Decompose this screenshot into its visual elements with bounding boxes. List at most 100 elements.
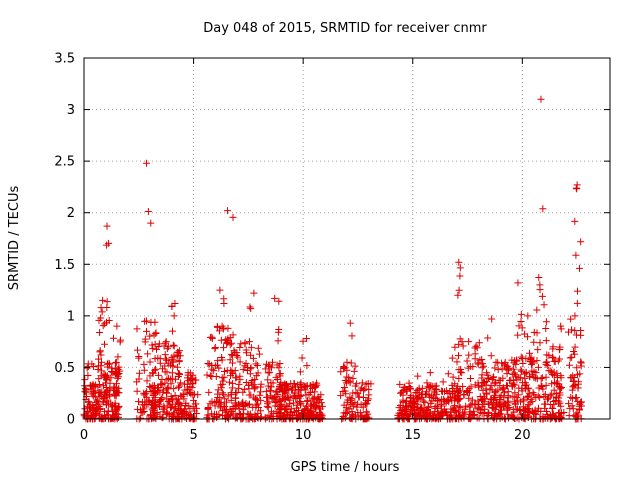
- data-point: [494, 366, 502, 374]
- data-point: [84, 407, 92, 415]
- data-point: [135, 369, 143, 377]
- data-point: [184, 369, 192, 377]
- data-point: [227, 372, 235, 380]
- data-point: [550, 400, 558, 408]
- data-point: [264, 393, 272, 401]
- data-point: [513, 414, 521, 422]
- data-point: [211, 362, 219, 370]
- data-point: [577, 359, 585, 367]
- data-point: [456, 412, 464, 420]
- data-point: [221, 403, 229, 411]
- data-point: [236, 358, 244, 366]
- data-point: [186, 388, 194, 396]
- data-point: [97, 351, 105, 359]
- data-point: [231, 348, 239, 356]
- data-point: [105, 239, 113, 247]
- data-point: [277, 405, 285, 413]
- data-point: [106, 386, 114, 394]
- data-point: [162, 355, 170, 363]
- data-point: [337, 368, 345, 376]
- data-point: [114, 374, 122, 382]
- data-point: [176, 379, 184, 387]
- grid-lines: [84, 58, 610, 419]
- data-point: [239, 366, 247, 374]
- data-point: [161, 351, 169, 359]
- data-point: [101, 340, 109, 348]
- data-point: [94, 366, 102, 374]
- data-point: [355, 393, 363, 401]
- data-point: [509, 393, 517, 401]
- data-point: [290, 399, 298, 407]
- data-point: [266, 362, 274, 370]
- data-point: [103, 222, 111, 230]
- data-point: [103, 298, 111, 306]
- data-point: [87, 403, 95, 411]
- data-point: [253, 362, 261, 370]
- data-point: [575, 378, 583, 386]
- data-point: [521, 330, 529, 338]
- data-point: [471, 381, 479, 389]
- data-point: [108, 407, 116, 415]
- data-point: [219, 344, 227, 352]
- data-point: [183, 380, 191, 388]
- data-point: [141, 338, 149, 346]
- data-point: [294, 413, 302, 421]
- data-point: [522, 385, 530, 393]
- data-point: [99, 296, 107, 304]
- data-point: [431, 385, 439, 393]
- data-point: [143, 327, 151, 335]
- data-point: [83, 364, 91, 372]
- data-point: [254, 369, 262, 377]
- data-point: [462, 402, 470, 410]
- data-point: [512, 372, 520, 380]
- data-point: [487, 395, 495, 403]
- data-point: [229, 379, 237, 387]
- data-point: [213, 410, 221, 418]
- data-point: [94, 355, 102, 363]
- data-point: [571, 312, 579, 320]
- data-point: [192, 376, 200, 384]
- data-point: [557, 322, 565, 330]
- data-point: [164, 409, 172, 417]
- data-point: [513, 393, 521, 401]
- data-point: [139, 409, 147, 417]
- data-point: [347, 396, 355, 404]
- data-point: [316, 395, 324, 403]
- data-point: [446, 411, 454, 419]
- data-point: [313, 379, 321, 387]
- data-point: [108, 401, 116, 409]
- data-point: [566, 354, 574, 362]
- data-point: [174, 372, 182, 380]
- data-point: [575, 406, 583, 414]
- data-point: [249, 354, 257, 362]
- data-point: [229, 213, 237, 221]
- data-point: [85, 398, 93, 406]
- data-point: [87, 413, 95, 421]
- data-point: [245, 411, 253, 419]
- data-point: [219, 407, 227, 415]
- data-point: [498, 359, 506, 367]
- data-point: [341, 387, 349, 395]
- data-point: [310, 401, 318, 409]
- data-point: [168, 327, 176, 335]
- y-tick-label: 1.5: [54, 258, 75, 273]
- data-point: [307, 400, 315, 408]
- data-point: [415, 384, 423, 392]
- data-point: [103, 411, 111, 419]
- data-point: [567, 373, 575, 381]
- data-point: [135, 354, 143, 362]
- data-point: [175, 383, 183, 391]
- data-point: [496, 393, 504, 401]
- data-point: [271, 399, 279, 407]
- data-point: [416, 405, 424, 413]
- data-point: [449, 373, 457, 381]
- data-point: [101, 320, 109, 328]
- data-point: [459, 342, 467, 350]
- data-point: [499, 374, 507, 382]
- data-point: [168, 403, 176, 411]
- data-point: [216, 286, 224, 294]
- data-point: [290, 380, 298, 388]
- data-point: [524, 392, 532, 400]
- x-tick-label: 10: [295, 428, 312, 443]
- data-point: [81, 376, 89, 384]
